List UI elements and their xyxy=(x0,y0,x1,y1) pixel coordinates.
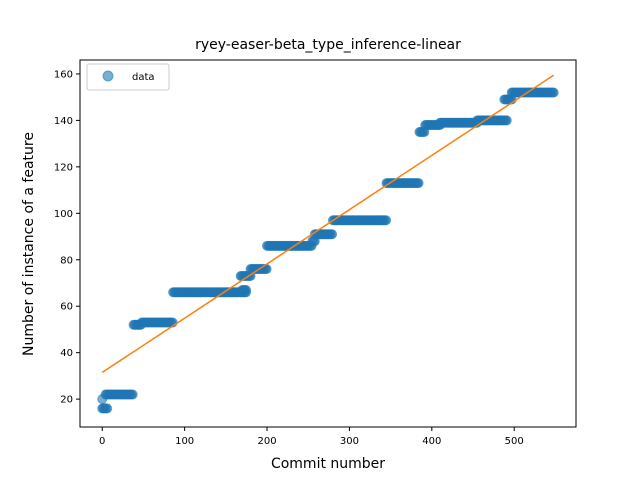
axes: 0 100 200 300 400 500 20 40 60 80 100 120 140 160 xyxy=(54,59,577,447)
legend-label-data: data xyxy=(132,72,155,83)
data-point xyxy=(241,284,252,295)
y-tick-label: 160 xyxy=(54,69,73,80)
data-point xyxy=(102,403,113,414)
x-tick-label: 200 xyxy=(257,436,276,447)
y-tick-label: 120 xyxy=(54,162,73,173)
x-tick-label: 300 xyxy=(340,436,359,447)
x-tick-label: 0 xyxy=(99,436,105,447)
fit-line xyxy=(101,74,555,374)
plot-area xyxy=(97,74,559,414)
data-point xyxy=(501,115,512,126)
x-tick-label: 500 xyxy=(505,436,524,447)
legend-box xyxy=(86,63,170,91)
y-tick-label: 40 xyxy=(60,348,73,359)
legend-marker-data xyxy=(102,70,114,82)
axes-frame xyxy=(79,59,577,428)
y-tick-label: 100 xyxy=(54,209,73,220)
y-axis-label: Number of instance of a feature xyxy=(21,132,37,356)
x-axis-label: Commit number xyxy=(271,456,385,472)
data-point xyxy=(413,178,424,189)
data-point xyxy=(127,389,138,400)
y-tick-label: 140 xyxy=(54,116,73,127)
y-tick-label: 60 xyxy=(60,302,73,313)
data-point xyxy=(381,215,392,226)
data-point xyxy=(327,229,338,240)
chart-title: ryey-easer-beta_type_inference-linear xyxy=(195,37,461,53)
data-point xyxy=(548,87,559,98)
legend: data xyxy=(86,63,170,91)
x-tick-label: 400 xyxy=(422,436,441,447)
x-tick-label: 100 xyxy=(175,436,194,447)
y-tick-label: 20 xyxy=(60,395,73,406)
y-tick-label: 80 xyxy=(60,255,73,266)
